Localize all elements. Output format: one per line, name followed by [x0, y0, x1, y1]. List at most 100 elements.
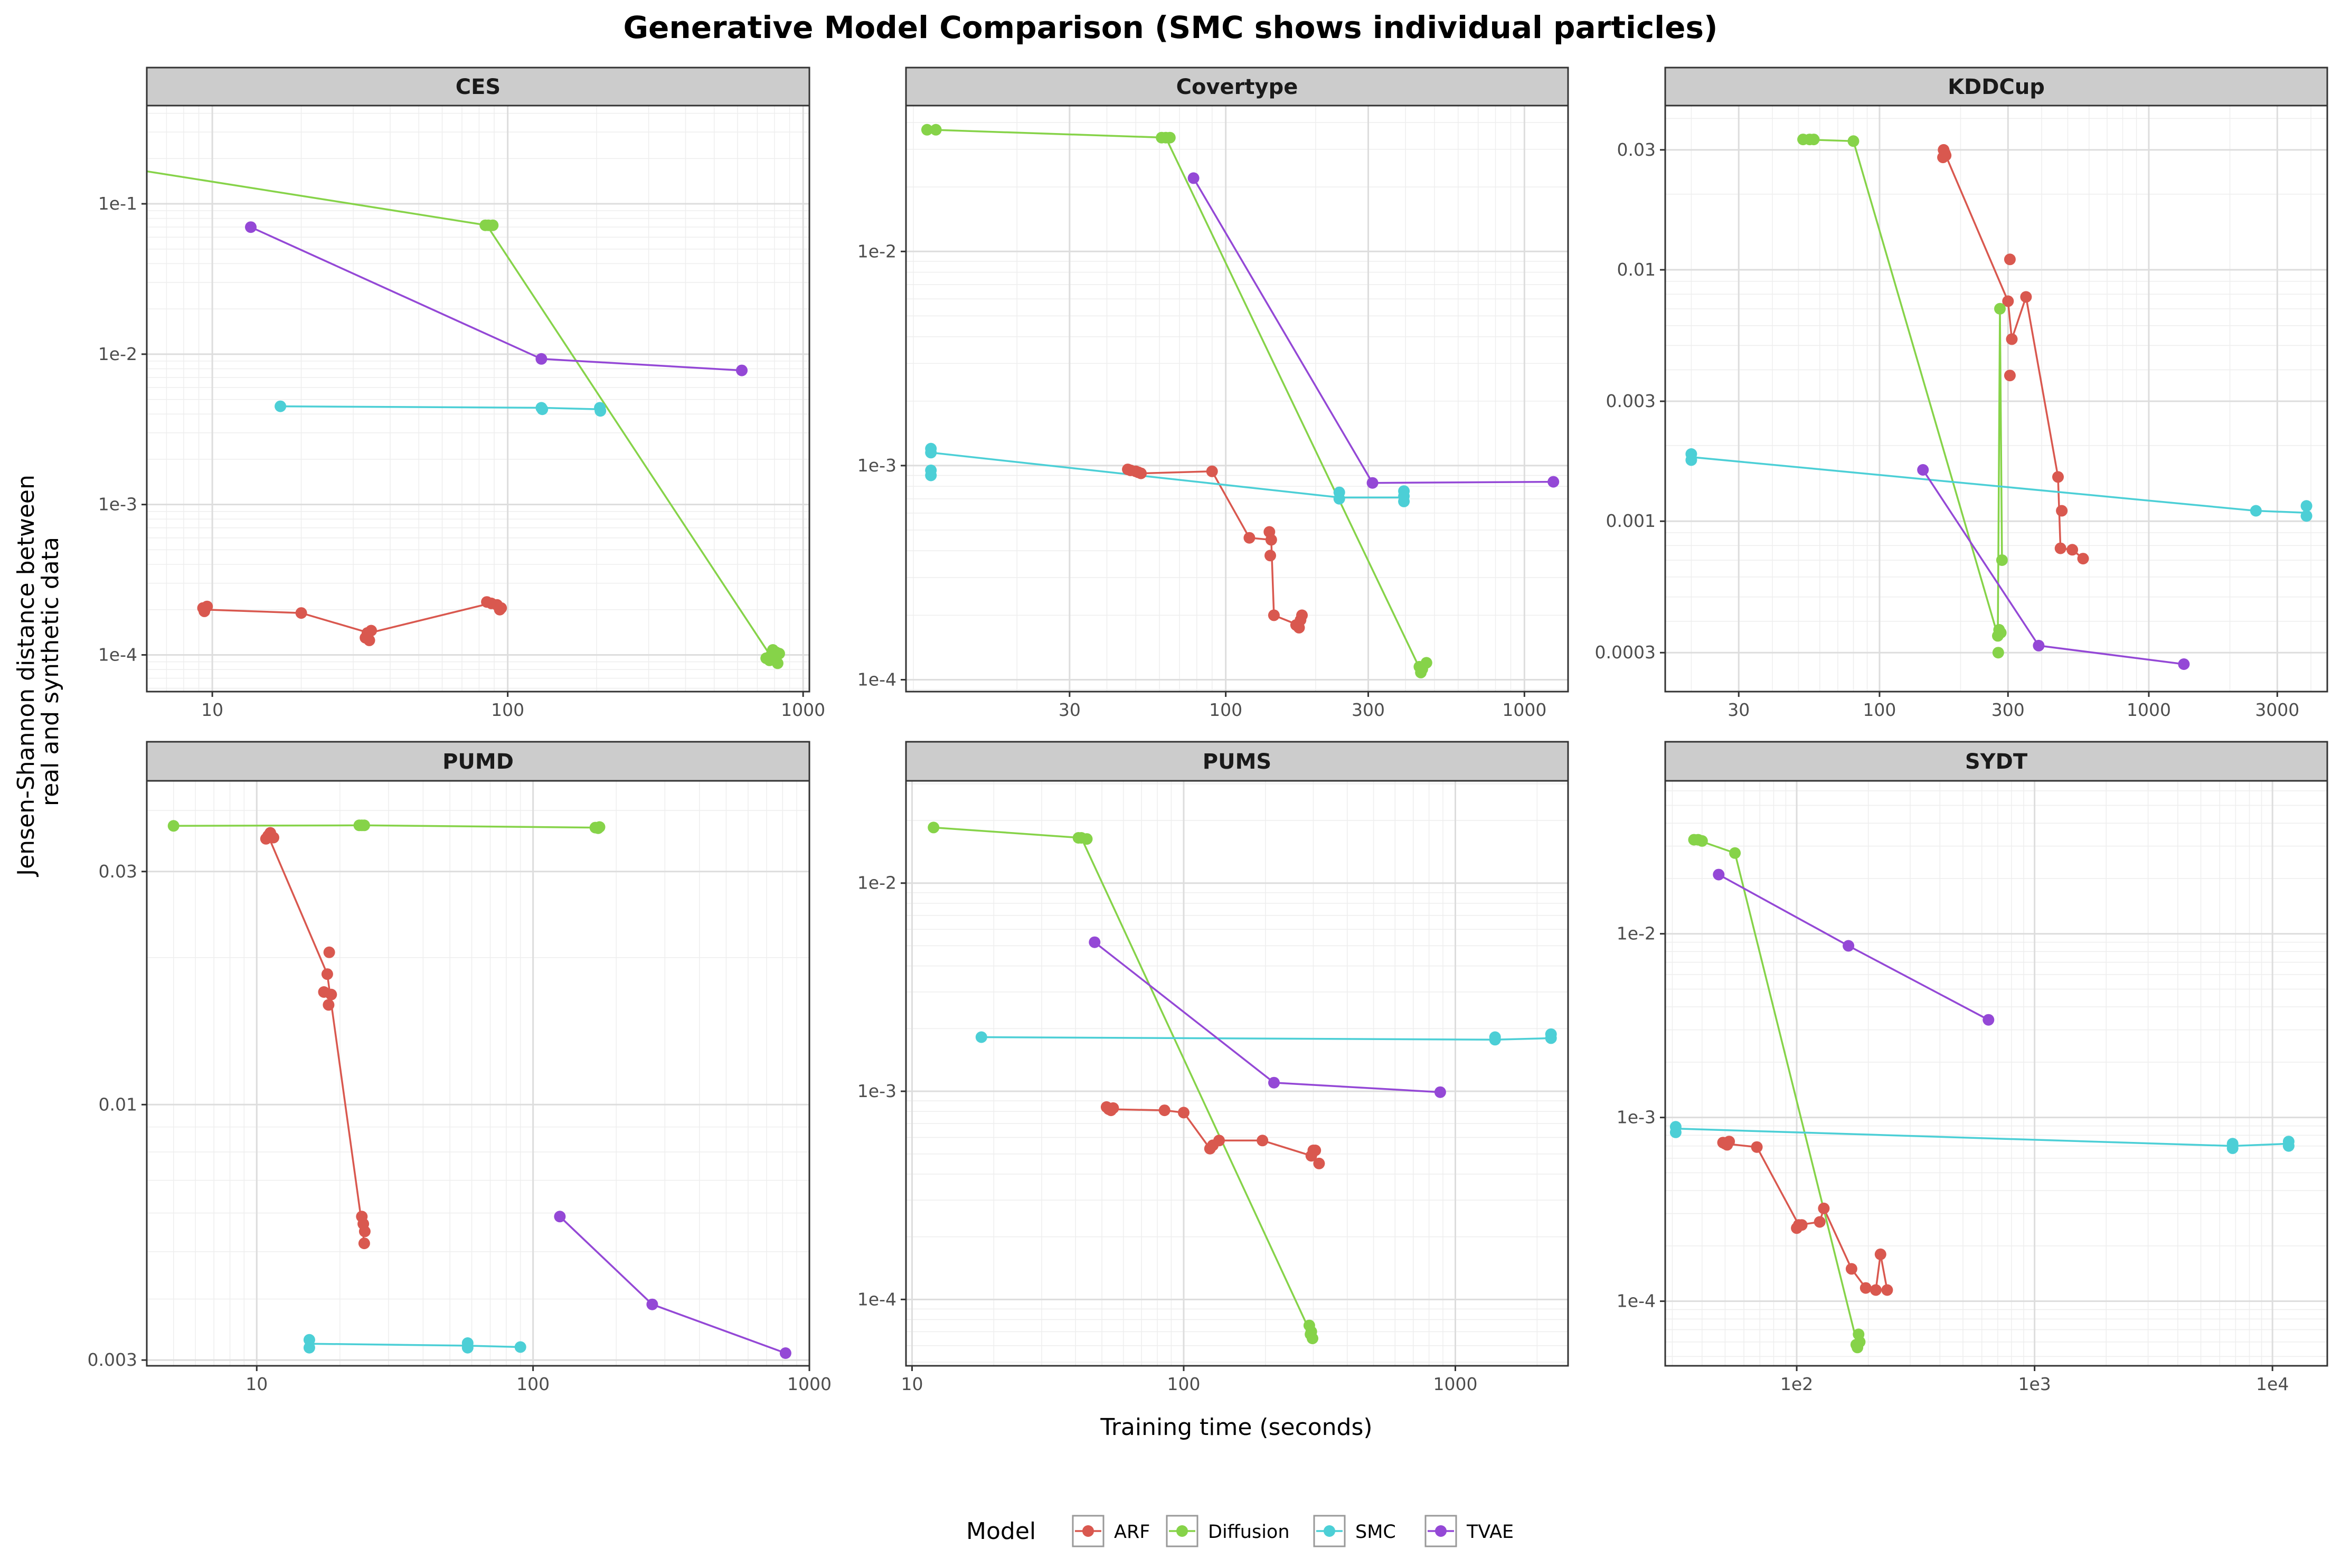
facet-strip-label: KDDCup	[1948, 75, 2045, 99]
gridlines	[1665, 106, 2327, 692]
data-point-diffusion	[1696, 835, 1708, 847]
x-tick-label: 100	[1167, 1374, 1200, 1394]
data-point-arf	[1296, 609, 1308, 621]
y-tick-label: 1e-1	[98, 193, 137, 214]
data-point-diffusion	[1420, 657, 1432, 669]
data-point-arf	[321, 968, 333, 980]
data-point-diffusion	[1729, 847, 1741, 859]
data-point-arf	[1881, 1284, 1893, 1296]
data-point-arf	[1268, 609, 1280, 621]
panel-ces: CES 10 100 1000 1e-4 1e-3 1e-2 1e-1	[98, 67, 825, 720]
x-tick-label: 3000	[2255, 700, 2299, 720]
data-point-tvae	[245, 221, 257, 233]
panel-covertype: Covertype 30 100 300 1000 1e-4 1e-3 1e-2	[857, 67, 1569, 720]
data-point-tvae	[779, 1347, 791, 1359]
data-point-smc	[594, 405, 607, 417]
data-point-tvae	[1713, 868, 1725, 881]
data-point-arf	[201, 600, 213, 612]
data-point-arf	[1845, 1263, 1857, 1275]
legend-entry-smc: SMC	[1313, 1515, 1396, 1547]
y-tick-label: 1e-3	[857, 455, 896, 476]
facet-strip	[1664, 67, 2328, 107]
panel-kddcup: KDDCup 30 100 300 1000 3000 0.0003 0.001 0.003 0.…	[1595, 67, 2328, 720]
y-axis-title: Jensen-Shannon distance between real and…	[13, 467, 64, 877]
data-point-tvae	[1547, 476, 1560, 488]
panel-background	[146, 105, 810, 693]
data-point-smc	[1489, 1031, 1501, 1043]
data-point-tvae	[1843, 940, 1855, 952]
x-tick-label: 100	[516, 1374, 550, 1394]
y-axis-title-line-2: real and synthetic data	[37, 537, 64, 806]
data-point-arf	[323, 999, 335, 1011]
legend-label: TVAE	[1466, 1522, 1514, 1543]
panel-background	[146, 780, 810, 1367]
y-tick-label: 0.003	[88, 1349, 137, 1370]
data-point-arf	[1874, 1248, 1886, 1260]
data-point-arf	[1859, 1282, 1872, 1294]
data-point-diffusion	[773, 648, 785, 659]
x-tick-label: 10	[246, 1374, 268, 1394]
panel-pums: PUMS 10 100 1000 1e-4 1e-3 1e-2	[857, 741, 1569, 1394]
data-point-tvae	[554, 1211, 566, 1223]
data-point-diffusion	[771, 657, 784, 669]
data-point-arf	[1135, 467, 1147, 479]
data-point-arf	[2020, 291, 2032, 303]
facet-strip-label: PUMD	[442, 750, 514, 774]
data-point-arf	[358, 1238, 370, 1250]
data-point-diffusion	[1992, 647, 2004, 659]
data-point-arf	[1213, 1135, 1225, 1147]
legend-title: Model	[966, 1518, 1036, 1545]
data-point-arf	[268, 832, 279, 844]
legend: Model ARF Diffusion SMC TVAE	[966, 1515, 1514, 1547]
data-point-tvae	[2178, 658, 2190, 670]
x-tick-label: 1e2	[1780, 1374, 1813, 1394]
y-tick-label: 1e-4	[857, 1289, 896, 1309]
data-point-diffusion	[487, 219, 499, 231]
data-point-arf	[1818, 1202, 1830, 1214]
facet-strip-label: CES	[456, 75, 501, 99]
data-point-diffusion	[167, 820, 180, 832]
data-point-arf	[1206, 465, 1218, 477]
data-point-arf	[1309, 1145, 1321, 1156]
gridlines	[906, 106, 1568, 692]
series-layer	[1669, 834, 2295, 1354]
facet-strip-label: PUMS	[1203, 750, 1271, 774]
legend-entry-tvae: TVAE	[1424, 1515, 1514, 1547]
legend-key-point	[1324, 1525, 1335, 1537]
facet-strip	[905, 741, 1569, 782]
data-point-smc	[275, 400, 287, 412]
data-point-arf	[2004, 253, 2016, 266]
data-point-smc	[2300, 500, 2312, 512]
x-tick-label: 300	[1352, 700, 1385, 720]
data-point-smc	[1398, 495, 1410, 507]
data-point-diffusion	[1307, 1333, 1318, 1345]
series-layer	[1685, 134, 2312, 670]
x-tick-label: 1e4	[2256, 1374, 2289, 1394]
data-point-tvae	[1434, 1086, 1446, 1098]
panel-sydt: SYDT 1e2 1e3 1e4 1e-4 1e-3 1e-2	[1617, 741, 2328, 1394]
data-point-arf	[1814, 1216, 1826, 1228]
y-tick-label: 0.03	[1617, 139, 1656, 160]
facet-strip	[1664, 741, 2328, 782]
data-point-smc	[925, 469, 937, 481]
data-point-diffusion	[1995, 627, 2007, 639]
x-tick-label: 10	[201, 700, 223, 720]
x-tick-label: 1e3	[2018, 1374, 2051, 1394]
x-tick-label: 30	[1059, 700, 1081, 720]
y-tick-label: 1e-2	[857, 241, 896, 261]
x-tick-label: 300	[1991, 700, 2025, 720]
data-point-arf	[1940, 149, 1952, 162]
data-point-arf	[323, 946, 335, 958]
data-point-arf	[2054, 542, 2066, 554]
data-point-diffusion	[1164, 131, 1176, 144]
legend-label: SMC	[1355, 1522, 1396, 1543]
data-point-smc	[1669, 1126, 1682, 1138]
panel-pumd: PUMD 10 100 1000 0.003 0.01 0.03	[88, 741, 832, 1394]
data-point-arf	[1723, 1136, 1735, 1148]
y-tick-label: 1e-4	[1617, 1291, 1656, 1311]
legend-key-point	[1082, 1525, 1094, 1537]
series-layer	[147, 170, 785, 669]
data-point-diffusion	[1847, 135, 1859, 147]
gridlines	[906, 781, 1568, 1366]
data-point-arf	[2004, 370, 2016, 382]
